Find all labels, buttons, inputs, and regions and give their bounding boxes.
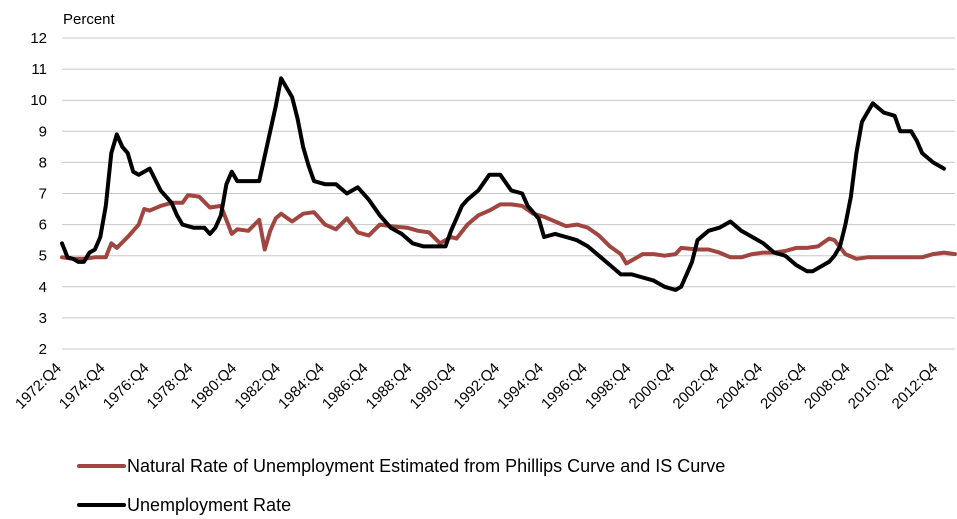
x-tick-label: 2004:Q4 (713, 360, 766, 413)
y-tick-labels: 2 3 4 5 6 7 8 9 10 11 12 (30, 30, 47, 358)
x-tick-label: 1978:Q4 (144, 360, 197, 413)
y-tick-label: 5 (39, 248, 47, 265)
x-tick-label: 1984:Q4 (275, 360, 328, 413)
legend: Natural Rate of Unemployment Estimated f… (77, 456, 725, 515)
x-tick-label: 2006:Q4 (757, 360, 810, 413)
x-tick-label: 1974:Q4 (56, 360, 109, 413)
x-tick-label: 1980:Q4 (187, 360, 240, 413)
series-lines (60, 76, 957, 292)
x-tick-label: 1986:Q4 (319, 360, 372, 413)
y-tick-label: 9 (39, 123, 47, 140)
y-tick-label: 12 (30, 30, 47, 47)
series-line-2 (60, 76, 946, 292)
y-tick-label: 4 (39, 279, 47, 296)
x-tick-label: 1988:Q4 (363, 360, 416, 413)
y-tick-label: 10 (30, 92, 47, 109)
x-tick-labels: 1972:Q41974:Q41976:Q41978:Q41980:Q41982:… (12, 360, 941, 413)
x-tick-label: 2012:Q4 (889, 360, 942, 413)
x-tick-label: 2000:Q4 (626, 360, 679, 413)
x-tick-label: 1982:Q4 (231, 360, 284, 413)
gridlines (62, 37, 955, 350)
y-tick-label: 3 (39, 310, 47, 327)
y-tick-label: 7 (39, 186, 47, 203)
y-tick-label: 8 (39, 154, 47, 171)
x-tick-label: 1998:Q4 (582, 360, 635, 413)
x-tick-label: 1990:Q4 (407, 360, 460, 413)
x-tick-label: 1972:Q4 (12, 360, 65, 413)
y-axis-unit-label: Percent (63, 11, 116, 28)
legend-label: Natural Rate of Unemployment Estimated f… (127, 456, 725, 476)
x-tick-label: 1996:Q4 (538, 360, 591, 413)
legend-label: Unemployment Rate (127, 495, 291, 515)
x-tick-label: 2008:Q4 (801, 360, 854, 413)
y-tick-label: 6 (39, 217, 47, 234)
x-tick-label: 1994:Q4 (494, 360, 547, 413)
x-tick-label: 2010:Q4 (845, 360, 898, 413)
y-tick-label: 2 (39, 341, 47, 358)
y-tick-label: 11 (31, 61, 47, 78)
x-tick-label: 2002:Q4 (670, 360, 723, 413)
x-tick-label: 1992:Q4 (450, 360, 503, 413)
x-tick-label: 1976:Q4 (100, 360, 153, 413)
series-line-1 (60, 193, 957, 266)
